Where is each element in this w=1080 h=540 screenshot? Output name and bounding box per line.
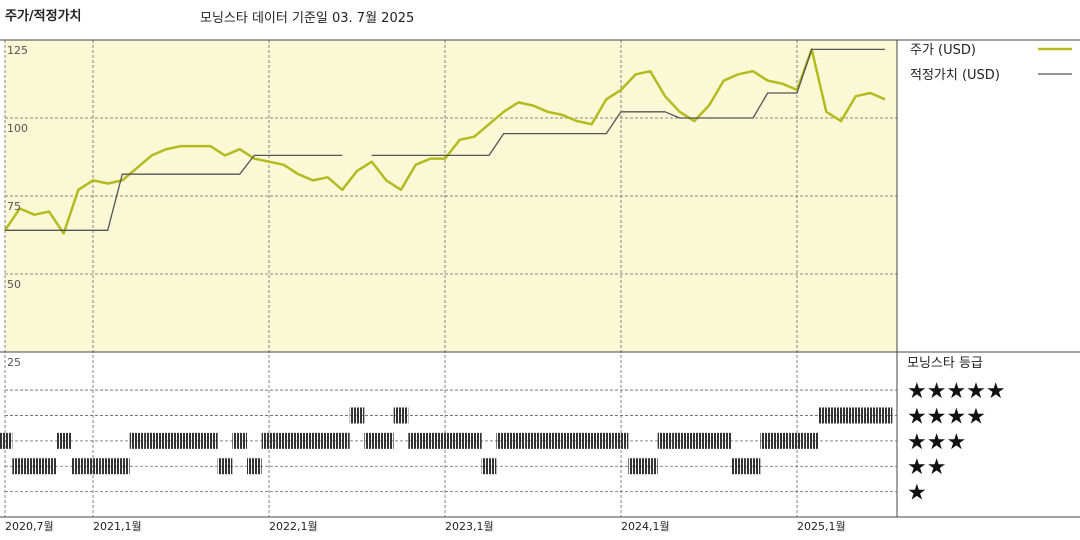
rating-bar [335,432,350,449]
x-tick-label: 2023,1월 [445,520,494,533]
rating-bar [349,407,365,424]
rating-title: 모닝스타 등급 [907,356,983,371]
rating-bar [159,432,174,449]
rating-bar [291,432,306,449]
rating-bar [71,458,86,475]
legend-label: 주가 (USD) [910,43,976,58]
rating-bar [701,432,717,449]
rating-label: ★ [907,481,927,506]
rating-bar [276,432,291,449]
rating-label: ★★ [907,455,946,480]
rating-bar [760,432,775,449]
rating-bar [863,407,878,424]
rating-bar [129,432,145,449]
rating-bar [41,458,57,475]
rating-bar [731,458,746,475]
rating-bar [789,432,805,449]
rating-bar [481,458,497,475]
rating-bar [320,432,335,449]
rating-bar [364,432,379,449]
x-tick-label: 2024,1월 [621,520,670,533]
rating-bar [379,432,394,449]
rating-bar [643,458,658,475]
rating-bar [203,432,218,449]
rating-label: ★★★★★ [907,379,1006,404]
rating-bar [27,458,42,475]
rating-bar [496,432,511,449]
y-tick-label: 25 [7,356,21,369]
legend-label: 적정가치 (USD) [910,68,1000,83]
x-tick-label: 2021,1월 [93,520,142,533]
rating-bar [261,432,277,449]
rating-bar [628,458,643,475]
rating-bar [804,432,819,449]
rating-bar [584,432,599,449]
rating-bar [745,458,761,475]
rating-bar [437,432,453,449]
rating-bar [775,432,790,449]
y-tick-label: 50 [7,278,21,291]
rating-bar [540,432,555,449]
rating-label: ★★★★ [907,404,986,429]
rating-bar [217,458,233,475]
rating-bar [672,432,687,449]
rating-bar [173,432,189,449]
rating-bar [408,432,423,449]
rating-bar [85,458,101,475]
chart-title: 주가/적정가치 [5,8,82,24]
chart-subtitle: 모닝스타 데이터 기준일 03. 7월 2025 [200,11,414,26]
rating-bar [467,432,482,449]
rating-bar [115,458,130,475]
rating-bar [716,432,731,449]
rating-bar [0,432,13,449]
rating-bar [525,432,541,449]
rating-bar [188,432,203,449]
rating-bar [452,432,467,449]
rating-bar [12,458,27,475]
rating-bar [144,432,159,449]
rating-bar [232,432,247,449]
y-tick-label: 75 [7,200,21,213]
rating-bar [877,407,893,424]
x-tick-label: 2022,1월 [269,520,318,533]
rating-bar [833,407,849,424]
rating-bar [657,432,673,449]
marks [0,48,893,475]
rating-bar [247,458,262,475]
rating-bar [599,432,614,449]
rating-bar [848,407,863,424]
rating-bar [687,432,702,449]
rating-bar [393,407,409,424]
x-tick-label: 2025,1월 [797,520,846,533]
series-line [3,48,886,235]
rating-label: ★★★ [907,430,966,455]
rating-bar [569,432,585,449]
y-tick-label: 125 [7,44,28,57]
rating-bar [423,432,438,449]
rating-bar [511,432,526,449]
rating-bar [305,432,321,449]
rating-bar [100,458,115,475]
rating-bar [56,432,71,449]
x-tick-label: 2020,7월 [5,520,54,533]
rating-bar [819,407,834,424]
y-tick-label: 100 [7,122,28,135]
rating-bar [613,432,629,449]
series-line [5,48,885,231]
rating-bar [555,432,570,449]
